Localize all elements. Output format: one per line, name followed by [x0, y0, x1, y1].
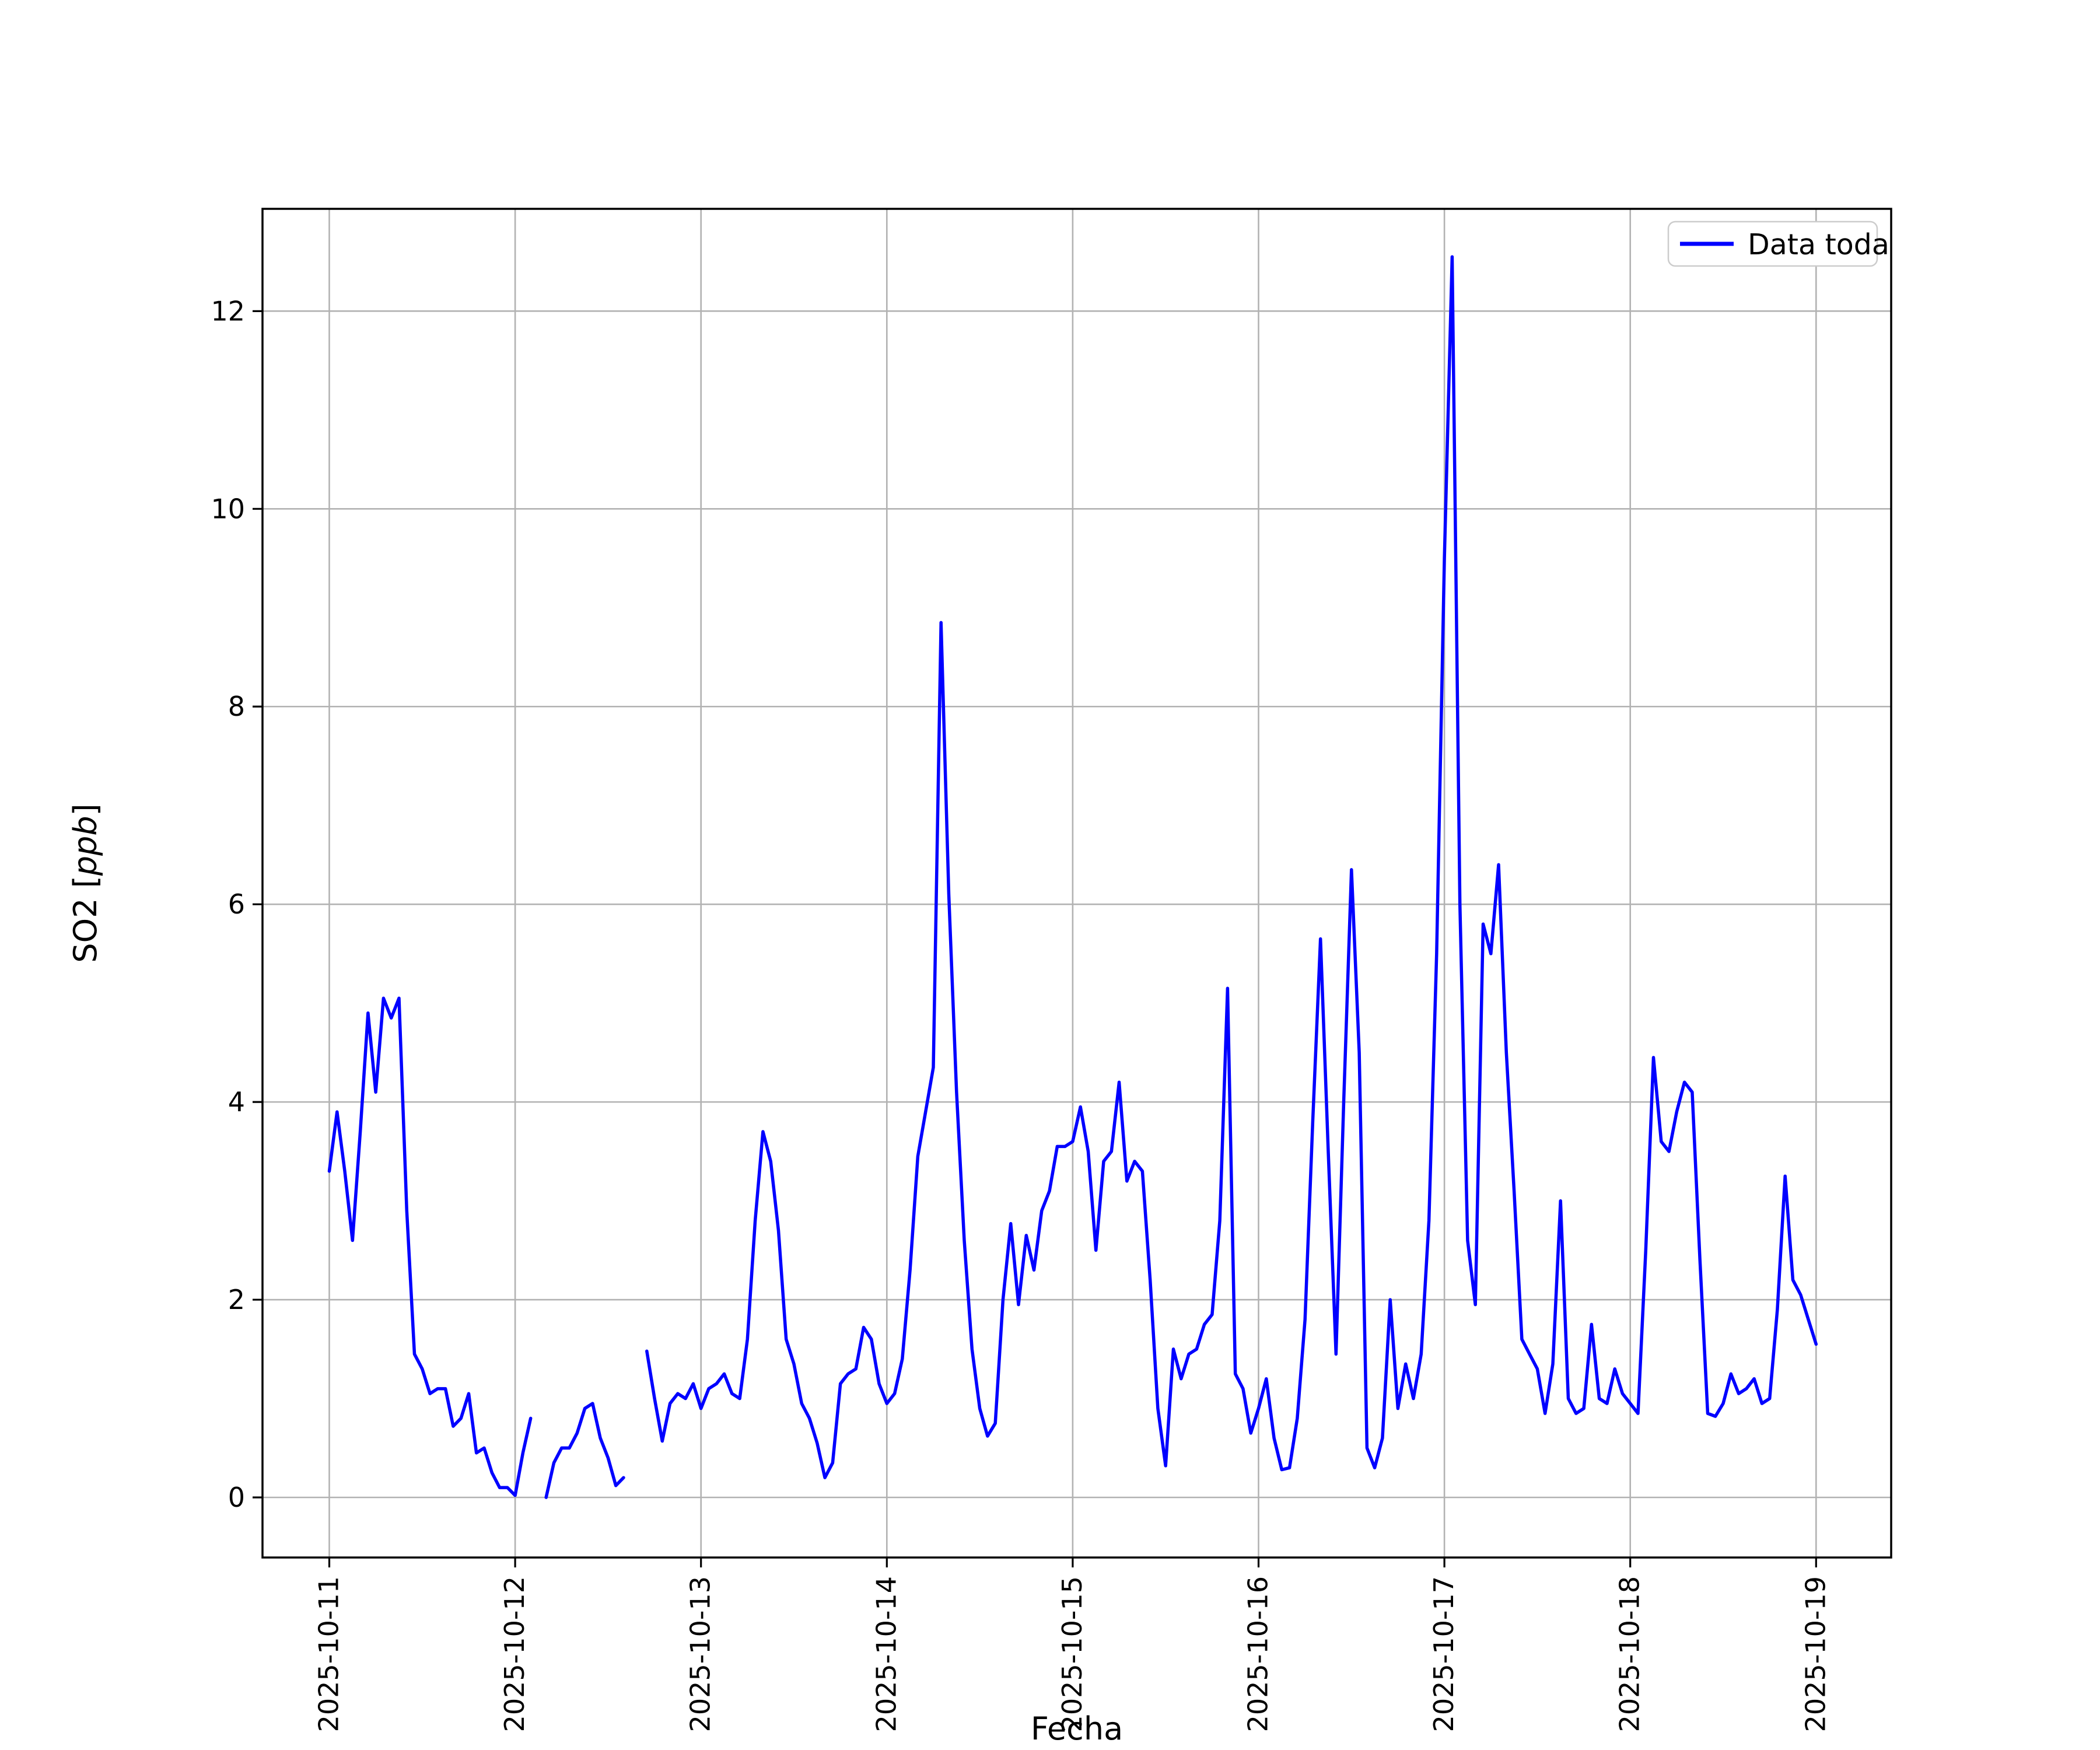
series-line-segment: [544, 1402, 625, 1499]
data-series-line: [327, 255, 1818, 1499]
x-tick-label: 2025-10-12: [499, 1576, 530, 1732]
plot-area-border: [261, 208, 1892, 1559]
y-tick-label: 2: [228, 1284, 245, 1315]
x-tick-label: 2025-10-16: [1242, 1576, 1274, 1732]
y-tick-label: 4: [228, 1086, 245, 1118]
series-line-segment: [645, 255, 1818, 1479]
axis-ticks-and-labels: 2025-10-11 2025-10-12 2025-10-13 2025-10-14…: [211, 295, 1831, 1732]
x-tick-label: 2025-10-19: [1800, 1576, 1831, 1732]
x-tick-label: 2025-10-14: [870, 1576, 902, 1732]
legend: Data toda: [1667, 220, 1889, 267]
x-tick-label: 2025-10-17: [1428, 1576, 1460, 1732]
x-tick-label: 2025-10-11: [313, 1576, 345, 1732]
x-axis-title: Fecha: [1031, 1710, 1123, 1747]
y-tick-label: 0: [228, 1482, 245, 1513]
legend-box: [1667, 220, 1878, 267]
x-tick-label: 2025-10-13: [685, 1576, 716, 1732]
series-line-segment: [327, 996, 533, 1497]
grid-lines: [262, 209, 1891, 1558]
y-tick-label: 6: [228, 888, 245, 920]
y-tick-label: 12: [211, 295, 245, 327]
x-tick-label: 2025-10-18: [1614, 1576, 1646, 1732]
y-axis-title: SO2 [ppb]: [67, 803, 104, 963]
y-tick-label: 10: [211, 493, 245, 524]
legend-entry-label: Data toda: [1748, 228, 1889, 261]
x-tick-label: 2025-10-15: [1056, 1576, 1088, 1732]
y-tick-label: 8: [228, 691, 245, 722]
